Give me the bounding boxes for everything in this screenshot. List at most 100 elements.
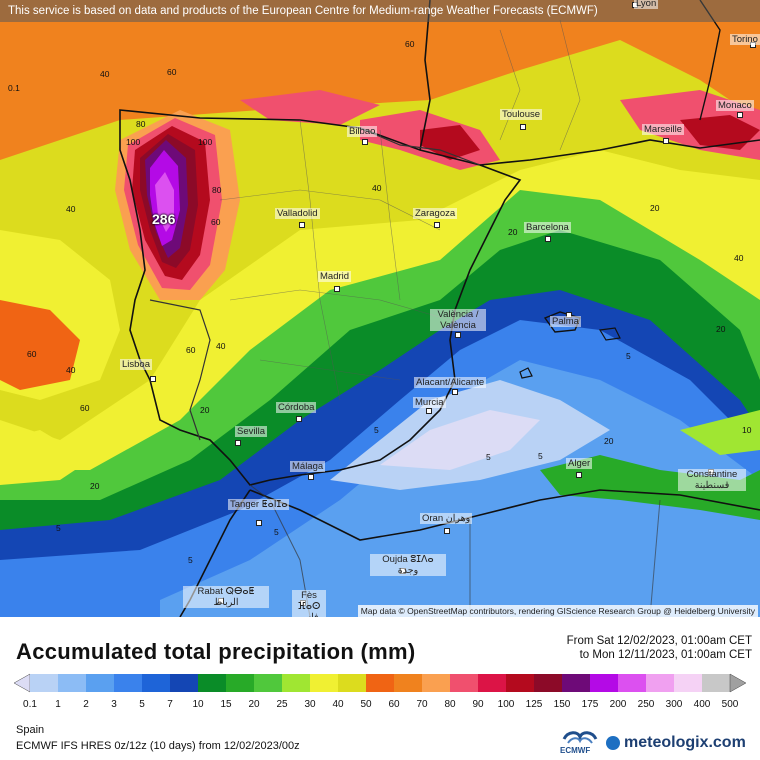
city-dot-barcelona [545, 236, 551, 242]
city-label: Málaga [290, 461, 326, 472]
period-from: From Sat 12/02/2023, 01:00am CET [566, 635, 752, 647]
city-dot-alger [576, 472, 582, 478]
contour-label: 100 [126, 137, 141, 147]
scale-swatch [506, 674, 535, 692]
city-label: Monaco [716, 100, 754, 111]
contour-label: 20 [508, 227, 518, 237]
city-label: Fès ⴼⴰⵙ فاس [292, 590, 326, 617]
precipitation-field [0, 0, 760, 617]
contour-label: 40 [66, 204, 76, 214]
city-dot-cordoba [296, 416, 302, 422]
contour-label: 20 [716, 324, 726, 334]
city-dot-malaga [308, 474, 314, 480]
city-label: Sevilla [235, 426, 267, 437]
contour-label: 20 [650, 203, 660, 213]
scale-tick-label: 20 [248, 699, 260, 710]
city-label: Bilbao [347, 126, 378, 137]
scale-swatch [562, 674, 591, 692]
scale-tick-label: 2 [83, 699, 89, 710]
scale-swatch [170, 674, 199, 692]
contour-label: 40 [216, 341, 226, 351]
city-label: Lisboa [120, 359, 152, 370]
precipitation-map[interactable]: This service is based on data and produc… [0, 0, 760, 617]
city-dot-madrid [334, 286, 340, 292]
scale-swatch [310, 674, 339, 692]
scale-tick-label: 150 [553, 699, 571, 710]
scale-tick-label: 90 [472, 699, 484, 710]
city-label: Oujda ⵓⵊⴷⴰ وجدة [370, 554, 446, 576]
scale-swatch [30, 674, 59, 692]
city-dot-monaco [737, 112, 743, 118]
city-dot-tanger [256, 520, 262, 526]
city-dot-valencia [455, 332, 461, 338]
scale-tick-label: 250 [637, 699, 655, 710]
scale-swatch [422, 674, 451, 692]
contour-label: 20 [90, 481, 100, 491]
scale-tick-label: 60 [388, 699, 400, 710]
scale-tick-label: 30 [304, 699, 316, 710]
contour-label: 40 [734, 253, 744, 263]
map-attribution[interactable]: Map data © OpenStreetMap contributors, r… [357, 605, 758, 617]
city-dot-valladolid [299, 222, 305, 228]
scale-tick-label: 500 [721, 699, 739, 710]
contour-label: 5 [538, 451, 543, 461]
scale-swatch [534, 674, 563, 692]
contour-label: 5 [274, 527, 279, 537]
contour-label: 60 [80, 403, 90, 413]
scale-swatch [674, 674, 703, 692]
city-label: Zaragoza [413, 208, 458, 219]
scale-tick-label: 5 [139, 699, 145, 710]
scale-tick-label: 3 [111, 699, 117, 710]
scale-tick-label: 70 [416, 699, 428, 710]
city-label: Alacant/Alicante [414, 377, 487, 388]
contour-label: 5 [56, 523, 61, 533]
contour-label: 20 [604, 436, 614, 446]
city-label: Alger [566, 458, 593, 469]
scale-arrow-high [729, 673, 747, 693]
city-dot-marseille [663, 138, 669, 144]
scale-swatch [590, 674, 619, 692]
scale-swatch [394, 674, 423, 692]
contour-label: 40 [66, 365, 76, 375]
contour-label: 100 [198, 137, 213, 147]
contour-label: 60 [27, 349, 37, 359]
contour-label: 80 [136, 119, 146, 129]
city-dot-sevilla [235, 440, 241, 446]
scale-swatch [114, 674, 143, 692]
city-label: Madrid [318, 271, 352, 282]
scale-swatch [450, 674, 479, 692]
meteologix-logo-icon [606, 736, 620, 750]
scale-swatch [282, 674, 311, 692]
city-label: Toulouse [500, 109, 543, 120]
scale-tick-label: 100 [497, 699, 515, 710]
scale-tick-label: 300 [665, 699, 683, 710]
scale-swatch [142, 674, 171, 692]
contour-label: 80 [212, 185, 222, 195]
scale-swatch [702, 674, 731, 692]
chart-title: Accumulated total precipitation (mm) [16, 639, 416, 664]
scale-swatch [198, 674, 227, 692]
contour-label: 60 [405, 39, 415, 49]
scale-swatch [646, 674, 675, 692]
scale-swatch [226, 674, 255, 692]
city-dot-oran [444, 528, 450, 534]
ecmwf-logo-text: ECMWF [560, 746, 591, 755]
scale-tick-label: 40 [332, 699, 344, 710]
scale-tick-label: 0.1 [23, 699, 37, 710]
max-precipitation-label: 286 [152, 211, 176, 227]
city-label: Córdoba [276, 402, 317, 413]
period-to: to Mon 12/11/2023, 01:00am CET [579, 649, 752, 661]
contour-label: 10 [742, 425, 752, 435]
scale-tick-label: 400 [693, 699, 711, 710]
city-dot-lisboa [150, 376, 156, 382]
contour-label: 60 [211, 217, 221, 227]
contour-label: 5 [626, 351, 631, 361]
scale-tick-label: 200 [609, 699, 627, 710]
city-label: Lyon [634, 0, 659, 9]
city-dot-bilbao [362, 139, 368, 145]
contour-label: 60 [167, 67, 177, 77]
contour-label: 5 [188, 555, 193, 565]
scale-swatch [478, 674, 507, 692]
brand-name[interactable]: meteologix.com [624, 734, 746, 751]
contour-label: 0.1 [8, 83, 20, 93]
